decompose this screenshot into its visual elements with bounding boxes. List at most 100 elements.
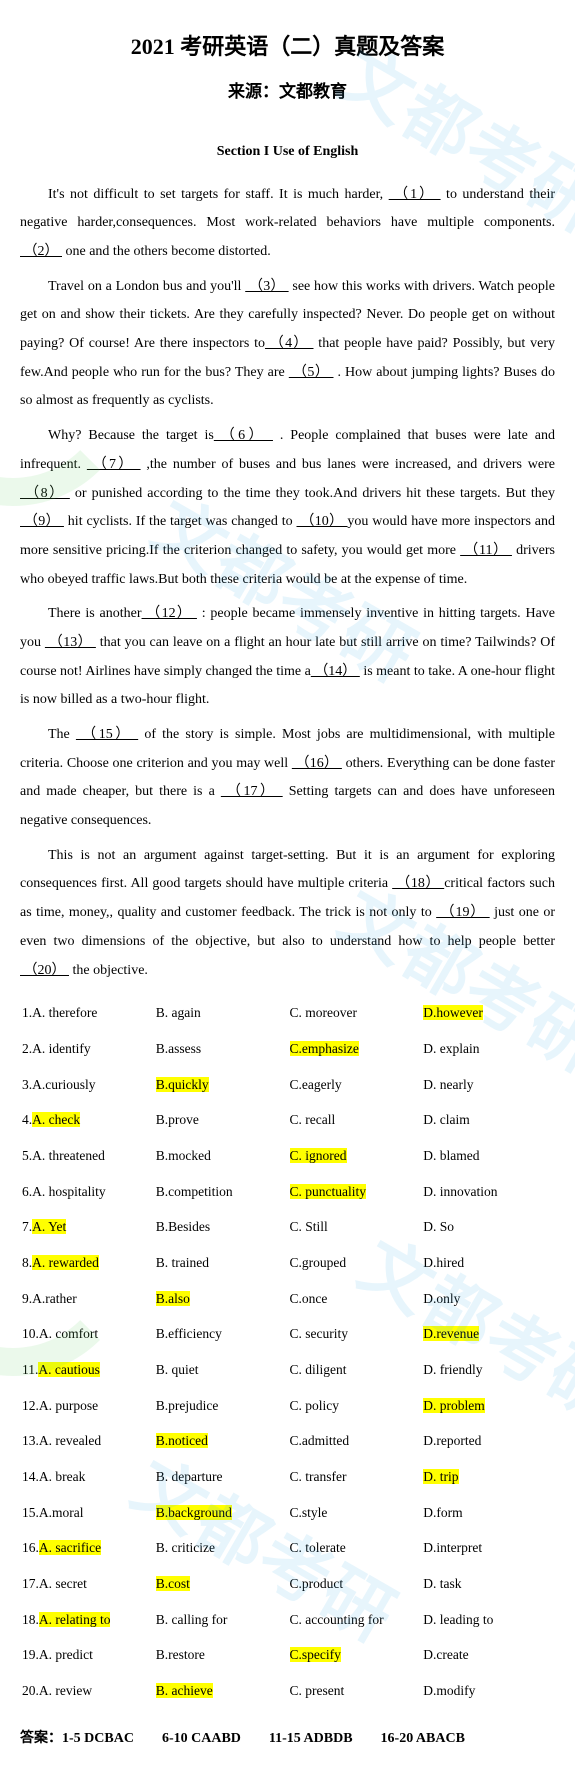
option-row: 3.A.curiouslyB.quicklyC.eagerlyD. nearly bbox=[20, 1067, 555, 1103]
option-row: 20.A. reviewB. achieveC. presentD.modify bbox=[20, 1673, 555, 1709]
option-row: 8.A. rewardedB. trainedC.groupedD.hired bbox=[20, 1245, 555, 1281]
option-cell: B.competition bbox=[154, 1174, 288, 1210]
option-cell: B. again bbox=[154, 995, 288, 1031]
option-cell: D.hired bbox=[421, 1245, 555, 1281]
blank-1: （1） bbox=[389, 187, 441, 202]
blank-7: （7） bbox=[87, 457, 141, 472]
option-cell: 20.A. review bbox=[20, 1673, 154, 1709]
blank-14: （14） bbox=[311, 664, 360, 679]
option-cell: C. accounting for bbox=[288, 1602, 422, 1638]
option-cell: B.efficiency bbox=[154, 1316, 288, 1352]
option-cell: C. punctuality bbox=[288, 1174, 422, 1210]
option-cell: B. calling for bbox=[154, 1602, 288, 1638]
option-cell: D.form bbox=[421, 1495, 555, 1531]
option-row: 9.A.ratherB.alsoC.onceD.only bbox=[20, 1281, 555, 1317]
blank-10: （10） bbox=[297, 514, 348, 529]
option-row: 7.A. YetB.BesidesC. StillD. So bbox=[20, 1209, 555, 1245]
option-cell: B. trained bbox=[154, 1245, 288, 1281]
blank-11: （11） bbox=[460, 543, 512, 558]
option-cell: D. nearly bbox=[421, 1067, 555, 1103]
option-cell: 16.A. sacrifice bbox=[20, 1530, 154, 1566]
option-cell: C.grouped bbox=[288, 1245, 422, 1281]
option-cell: B. criticize bbox=[154, 1530, 288, 1566]
blank-4: （4） bbox=[265, 336, 314, 351]
option-row: 14.A. breakB. departureC. transferD. tri… bbox=[20, 1459, 555, 1495]
option-cell: B.quickly bbox=[154, 1067, 288, 1103]
page-title: 2021 考研英语（二）真题及答案 bbox=[20, 24, 555, 69]
option-cell: D. blamed bbox=[421, 1138, 555, 1174]
option-cell: 5.A. threatened bbox=[20, 1138, 154, 1174]
option-cell: C. security bbox=[288, 1316, 422, 1352]
blank-5: （5） bbox=[289, 365, 334, 380]
option-cell: C.product bbox=[288, 1566, 422, 1602]
option-cell: B.noticed bbox=[154, 1423, 288, 1459]
option-row: 13.A. revealedB.noticedC.admittedD.repor… bbox=[20, 1423, 555, 1459]
option-cell: C.specify bbox=[288, 1637, 422, 1673]
page-subtitle: 来源：文都教育 bbox=[20, 75, 555, 110]
blank-16: （16） bbox=[292, 756, 342, 771]
blank-13: （13） bbox=[45, 635, 96, 650]
option-cell: C. policy bbox=[288, 1388, 422, 1424]
option-cell: 6.A. hospitality bbox=[20, 1174, 154, 1210]
option-cell: B. achieve bbox=[154, 1673, 288, 1709]
option-cell: D. claim bbox=[421, 1102, 555, 1138]
options-table: 1.A. thereforeB. againC. moreoverD.howev… bbox=[20, 995, 555, 1708]
passage-paragraph: Travel on a London bus and you'll （3） se… bbox=[20, 273, 555, 416]
option-cell: D.revenue bbox=[421, 1316, 555, 1352]
passage-paragraph: The （15） of the story is simple. Most jo… bbox=[20, 721, 555, 836]
option-cell: 14.A. break bbox=[20, 1459, 154, 1495]
option-cell: D.interpret bbox=[421, 1530, 555, 1566]
blank-2: （2） bbox=[20, 244, 62, 259]
option-row: 15.A.moralB.backgroundC.styleD.form bbox=[20, 1495, 555, 1531]
option-cell: C.once bbox=[288, 1281, 422, 1317]
section-heading: Section I Use of English bbox=[20, 138, 555, 167]
option-cell: C. ignored bbox=[288, 1138, 422, 1174]
blank-15: （15） bbox=[76, 727, 138, 742]
option-cell: B.background bbox=[154, 1495, 288, 1531]
option-row: 17.A. secretB.costC.productD. task bbox=[20, 1566, 555, 1602]
option-cell: 9.A.rather bbox=[20, 1281, 154, 1317]
blank-12: （12） bbox=[142, 606, 197, 621]
option-cell: C.eagerly bbox=[288, 1067, 422, 1103]
option-cell: D. explain bbox=[421, 1031, 555, 1067]
option-cell: C. recall bbox=[288, 1102, 422, 1138]
option-cell: D. trip bbox=[421, 1459, 555, 1495]
blank-3: （3） bbox=[245, 279, 288, 294]
option-cell: 2.A. identify bbox=[20, 1031, 154, 1067]
passage-paragraph: Why? Because the target is （6） . People … bbox=[20, 422, 555, 594]
option-cell: D. innovation bbox=[421, 1174, 555, 1210]
option-cell: 11.A. cautious bbox=[20, 1352, 154, 1388]
option-cell: 1.A. therefore bbox=[20, 995, 154, 1031]
option-cell: B. quiet bbox=[154, 1352, 288, 1388]
option-cell: B. departure bbox=[154, 1459, 288, 1495]
option-cell: B.prejudice bbox=[154, 1388, 288, 1424]
option-cell: B.prove bbox=[154, 1102, 288, 1138]
option-cell: B.also bbox=[154, 1281, 288, 1317]
option-row: 16.A. sacrificeB. criticizeC. tolerateD.… bbox=[20, 1530, 555, 1566]
option-cell: 10.A. comfort bbox=[20, 1316, 154, 1352]
passage-paragraph: There is another （12） : people became im… bbox=[20, 600, 555, 715]
option-cell: 7.A. Yet bbox=[20, 1209, 154, 1245]
option-cell: D.reported bbox=[421, 1423, 555, 1459]
option-row: 6.A. hospitalityB.competitionC. punctual… bbox=[20, 1174, 555, 1210]
option-cell: C. moreover bbox=[288, 995, 422, 1031]
option-cell: C. diligent bbox=[288, 1352, 422, 1388]
option-cell: 12.A. purpose bbox=[20, 1388, 154, 1424]
option-cell: C. Still bbox=[288, 1209, 422, 1245]
option-cell: D.however bbox=[421, 995, 555, 1031]
option-row: 1.A. thereforeB. againC. moreoverD.howev… bbox=[20, 995, 555, 1031]
option-cell: 3.A.curiously bbox=[20, 1067, 154, 1103]
answer-line: 答案：1-5 DCBAC 6-10 CAABD 11-15 ADBDB 16-2… bbox=[20, 1725, 555, 1754]
option-cell: 18.A. relating to bbox=[20, 1602, 154, 1638]
blank-17: （17） bbox=[221, 784, 283, 799]
blank-9: （9） bbox=[20, 514, 64, 529]
option-row: 10.A. comfortB.efficiencyC. securityD.re… bbox=[20, 1316, 555, 1352]
option-row: 11.A. cautiousB. quietC. diligentD. frie… bbox=[20, 1352, 555, 1388]
option-row: 18.A. relating toB. calling forC. accoun… bbox=[20, 1602, 555, 1638]
passage-paragraph: It's not difficult to set targets for st… bbox=[20, 181, 555, 267]
option-row: 12.A. purposeB.prejudiceC. policyD. prob… bbox=[20, 1388, 555, 1424]
option-cell: C.style bbox=[288, 1495, 422, 1531]
option-row: 2.A. identifyB.assessC.emphasizeD. expla… bbox=[20, 1031, 555, 1067]
blank-6: （6） bbox=[214, 428, 273, 443]
option-row: 4.A. checkB.proveC. recallD. claim bbox=[20, 1102, 555, 1138]
